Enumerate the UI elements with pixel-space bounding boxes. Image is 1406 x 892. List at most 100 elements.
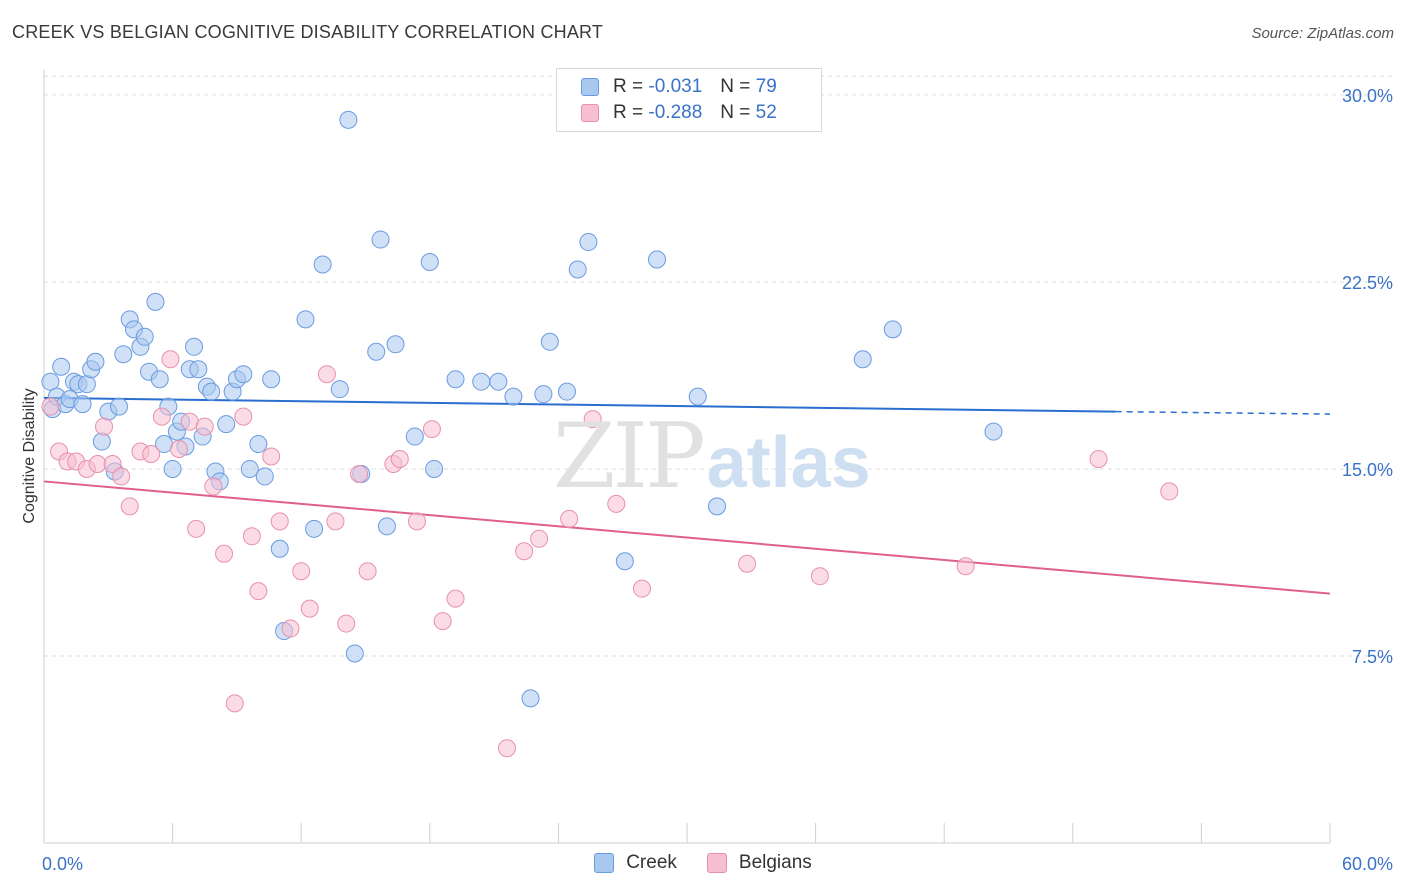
belgians-legend-label: Belgians <box>738 852 812 873</box>
belgian-point <box>607 494 626 513</box>
x-tick-label-min: 0.0% <box>42 854 83 874</box>
belgian-point <box>120 497 139 516</box>
creek-point <box>86 352 105 371</box>
creek-point <box>135 327 154 346</box>
belgian-point <box>88 454 107 473</box>
legend-row-creek: R = -0.031 N = 79 <box>581 75 777 99</box>
belgian-point <box>1089 449 1108 468</box>
creek-point <box>217 415 236 434</box>
creek-point <box>568 260 587 279</box>
creek-point <box>472 372 491 391</box>
belgian-point <box>446 589 465 608</box>
creek-point <box>883 320 902 339</box>
belgians-swatch <box>581 104 599 122</box>
zipatlas-watermark: ZIPatlas <box>553 404 871 509</box>
belgian-point <box>152 407 171 426</box>
creek-point <box>189 360 208 379</box>
creek-points <box>41 110 1003 708</box>
creek-point <box>504 387 523 406</box>
creek-point <box>296 310 315 329</box>
belgian-point <box>326 512 345 531</box>
belgian-point <box>407 512 426 531</box>
trend-lines <box>43 396 1331 595</box>
belgian-point <box>292 562 311 581</box>
belgian-point <box>810 567 829 586</box>
creek-legend-label: Creek <box>626 852 677 873</box>
creek-point <box>330 380 349 399</box>
creek-point <box>240 459 259 478</box>
y-tick-label: 22.5% <box>1342 273 1393 293</box>
creek-point <box>114 345 133 364</box>
belgian-point <box>142 445 161 464</box>
belgian-point <box>195 417 214 436</box>
creek-point <box>377 517 396 536</box>
belgian-point <box>358 562 377 581</box>
creek-point <box>163 459 182 478</box>
watermark-zip: ZIP <box>553 404 706 509</box>
belgian-point <box>112 467 131 486</box>
belgian-point <box>41 397 60 416</box>
creek-point <box>984 422 1003 441</box>
belgian-point <box>433 612 452 631</box>
creek-point <box>262 370 281 389</box>
creek-point <box>73 395 92 414</box>
belgian-point <box>225 694 244 713</box>
belgian-point <box>497 739 516 758</box>
belgian-point <box>262 447 281 466</box>
belgians-trend-line <box>43 480 1331 595</box>
creek-point <box>579 233 598 252</box>
creek-r-label: R = <box>613 76 644 97</box>
legend-item-belgians[interactable]: Belgians <box>706 852 812 874</box>
creek-point <box>52 357 71 376</box>
belgian-point <box>249 582 268 601</box>
belgians-r-value: -0.288 <box>648 102 703 123</box>
belgian-point <box>180 412 199 431</box>
belgian-point <box>738 554 757 573</box>
creek-point <box>345 644 364 663</box>
belgians-r-label: R = <box>613 102 644 123</box>
belgian-point <box>161 350 180 369</box>
creek-point <box>202 382 221 401</box>
belgian-point <box>390 449 409 468</box>
creek-point <box>425 459 444 478</box>
belgian-point <box>300 599 319 618</box>
belgian-point <box>242 527 261 546</box>
creek-point <box>313 255 332 274</box>
creek-swatch <box>581 78 599 96</box>
creek-point <box>150 370 169 389</box>
belgian-point <box>204 477 223 496</box>
creek-point <box>339 110 358 129</box>
y-tick-label: 30.0% <box>1342 86 1393 106</box>
creek-point <box>92 432 111 451</box>
creek-point <box>688 387 707 406</box>
creek-point <box>708 497 727 516</box>
creek-point <box>255 467 274 486</box>
legend-row-belgians: R = -0.288 N = 52 <box>581 101 777 125</box>
belgian-point <box>170 440 189 459</box>
creek-point <box>540 332 559 351</box>
creek-point <box>110 397 129 416</box>
creek-point <box>146 292 165 311</box>
axes <box>43 70 1331 844</box>
y-axis-label: Cognitive Disability <box>21 388 38 523</box>
belgian-points <box>41 350 1179 758</box>
belgian-point <box>317 365 336 384</box>
creek-point <box>249 435 268 454</box>
belgian-point <box>560 509 579 528</box>
creek-point <box>521 689 540 708</box>
belgians-n-value: 52 <box>755 102 777 123</box>
belgian-point <box>422 420 441 439</box>
stats-legend: R = -0.031 N = 79 R = -0.288 N = 52 <box>556 68 822 132</box>
tick-labels: 7.5% 15.0% 22.5% 30.0% 0.0% 60.0% <box>42 86 1393 874</box>
creek-point <box>534 385 553 404</box>
creek-r-value: -0.031 <box>648 76 703 97</box>
creek-point <box>446 370 465 389</box>
belgian-point <box>95 417 114 436</box>
source-label: Source: ZipAtlas.com <box>1251 25 1394 42</box>
belgian-point <box>956 557 975 576</box>
creek-trend-line <box>43 396 1116 413</box>
creek-point <box>270 539 289 558</box>
creek-point <box>77 375 96 394</box>
legend-item-creek[interactable]: Creek <box>594 852 677 874</box>
creek-point <box>615 552 634 571</box>
